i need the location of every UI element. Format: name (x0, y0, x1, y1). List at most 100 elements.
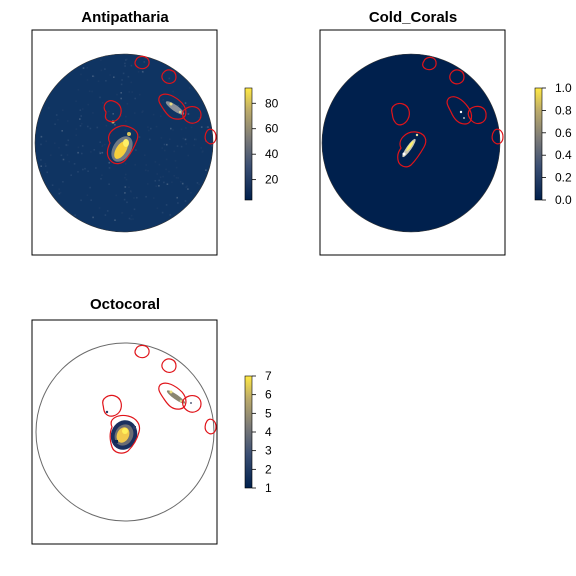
raster-cell (100, 69, 103, 72)
raster-cell (84, 167, 86, 170)
raster-cell (130, 190, 132, 193)
raster-cell (138, 136, 141, 138)
colorbar-tick-label: 7 (265, 369, 272, 383)
raster-cell (62, 109, 64, 111)
raster-cell (187, 154, 189, 157)
panel-cold-corals: Cold_Corals 0.00.20 (319, 9, 572, 256)
raster-cell (174, 160, 177, 162)
hotspot-small (105, 410, 109, 414)
raster-cell (176, 196, 178, 199)
raster-cell (181, 105, 183, 108)
raster-cell (82, 67, 85, 69)
raster-cell (152, 197, 155, 199)
raster-cell (162, 175, 164, 178)
raster-cell (130, 218, 132, 221)
raster-cell (101, 151, 104, 154)
raster-cell (195, 138, 197, 141)
raster-cell (104, 68, 106, 70)
panel-title: Octocoral (90, 296, 160, 313)
raster-cell (185, 127, 187, 129)
raster-map (321, 53, 501, 233)
raster-cell (136, 196, 138, 199)
hotspot-northeast (459, 110, 465, 119)
raster-cell (135, 149, 137, 151)
raster-cell (126, 201, 128, 204)
raster-cell (67, 139, 70, 142)
raster-map (35, 342, 215, 522)
raster-cell (165, 168, 167, 171)
colorbar-tick-label: 1 (265, 481, 272, 495)
raster-cell (176, 145, 179, 147)
raster-cell (77, 171, 79, 173)
colorbar-tick-label: 6 (265, 388, 272, 402)
raster-cell (161, 211, 164, 214)
raster-cell (130, 214, 133, 217)
raster-cell (154, 161, 157, 163)
raster-cell (97, 80, 100, 82)
raster-cell (124, 62, 126, 65)
raster-cell (133, 112, 136, 114)
panel-antipatharia: Antipatharia (31, 9, 279, 256)
raster-cell (114, 123, 116, 126)
colorbar-tick-label: 0.6 (555, 126, 572, 140)
raster-cell (205, 126, 208, 129)
raster-cell (103, 143, 106, 146)
raster-cell (144, 169, 147, 172)
plot-frame (319, 29, 506, 256)
raster-cell (171, 181, 173, 184)
raster-cell (65, 144, 67, 146)
raster-cell (205, 169, 207, 171)
raster-cell (80, 199, 82, 202)
raster-cell (75, 100, 77, 102)
colorbar-tick-label: 0.2 (555, 171, 572, 185)
raster-cell (61, 130, 63, 132)
colorbar-tick-label: 5 (265, 406, 272, 420)
raster-cell (190, 191, 192, 194)
raster-cell (158, 179, 160, 182)
raster-cell (127, 75, 130, 78)
raster-cell (185, 186, 187, 189)
raster-cell (181, 182, 184, 185)
raster-cell (79, 125, 82, 127)
raster-cell (80, 73, 82, 76)
raster-cell (124, 192, 126, 194)
hotspot-core (402, 133, 419, 158)
raster-cell (44, 165, 47, 167)
colorbar-tick-label: 0.4 (555, 148, 572, 162)
contour-lines (103, 55, 217, 165)
colorbar-tick-label: 80 (265, 96, 279, 110)
raster-cell (169, 214, 172, 216)
raster-cell (146, 183, 149, 185)
raster-cell (141, 111, 144, 113)
raster-cell (142, 110, 144, 113)
raster-cell (66, 154, 69, 156)
raster-cell (128, 217, 131, 220)
raster-cell (82, 108, 84, 110)
raster-cell (40, 135, 43, 138)
raster-cell (106, 210, 109, 212)
raster-cell (125, 178, 128, 181)
raster-cell (86, 67, 88, 69)
raster-cell (58, 147, 60, 149)
raster-cell (170, 70, 172, 73)
colorbar-tick-label: 3 (265, 444, 272, 458)
raster-cell (40, 143, 42, 146)
raster-cell (108, 110, 110, 113)
raster-cell (158, 185, 160, 187)
colorbar: 20 40 60 80 (244, 87, 279, 201)
raster-cell (180, 145, 183, 148)
raster-cell (162, 98, 164, 101)
raster-cell (90, 151, 92, 153)
colorbar-tick-label: 20 (265, 173, 279, 187)
raster-cell (132, 218, 134, 220)
raster-cell (120, 92, 122, 94)
plot-frame (31, 29, 218, 256)
colorbar-tick-label: 60 (265, 122, 279, 136)
colorbar-tick-label: 0.8 (555, 103, 572, 117)
raster-cell (51, 184, 54, 186)
raster-cell (126, 102, 129, 105)
raster-cell (131, 91, 134, 93)
raster-cell (114, 219, 116, 221)
raster-cell (112, 113, 114, 115)
